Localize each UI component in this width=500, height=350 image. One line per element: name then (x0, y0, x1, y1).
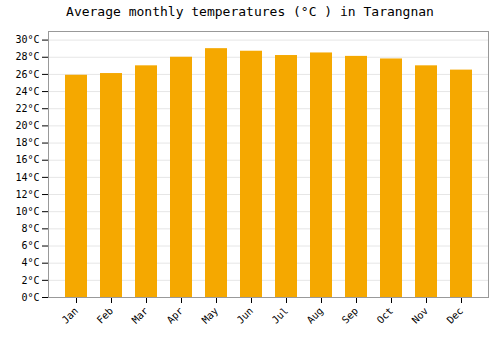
svg-text:22°C: 22°C (15, 103, 39, 114)
svg-text:26°C: 26°C (15, 69, 39, 80)
svg-text:0°C: 0°C (21, 292, 39, 303)
svg-text:Apr: Apr (165, 305, 186, 326)
svg-text:Aug: Aug (305, 305, 326, 326)
svg-text:Nov: Nov (410, 305, 431, 326)
svg-text:Dec: Dec (445, 305, 466, 326)
svg-text:20°C: 20°C (15, 120, 39, 131)
svg-text:Jun: Jun (235, 305, 256, 326)
svg-text:28°C: 28°C (15, 51, 39, 62)
svg-text:24°C: 24°C (15, 86, 39, 97)
svg-text:14°C: 14°C (15, 172, 39, 183)
svg-text:Sep: Sep (340, 305, 361, 326)
svg-text:30°C: 30°C (15, 34, 39, 45)
svg-text:8°C: 8°C (21, 223, 39, 234)
svg-text:16°C: 16°C (15, 154, 39, 165)
svg-text:12°C: 12°C (15, 189, 39, 200)
svg-text:Mar: Mar (130, 305, 151, 326)
svg-text:May: May (200, 305, 221, 326)
svg-text:10°C: 10°C (15, 206, 39, 217)
svg-text:4°C: 4°C (21, 257, 39, 268)
svg-text:2°C: 2°C (21, 275, 39, 286)
svg-text:Oct: Oct (375, 305, 396, 326)
svg-text:6°C: 6°C (21, 240, 39, 251)
svg-text:18°C: 18°C (15, 137, 39, 148)
html-text:Average monthly temperatures (: Average monthly temperatures (°C ) in Ta… (66, 4, 434, 19)
svg-text:Jul: Jul (270, 305, 291, 326)
svg-text:Feb: Feb (95, 305, 116, 326)
svg-text:Jan: Jan (60, 305, 81, 326)
